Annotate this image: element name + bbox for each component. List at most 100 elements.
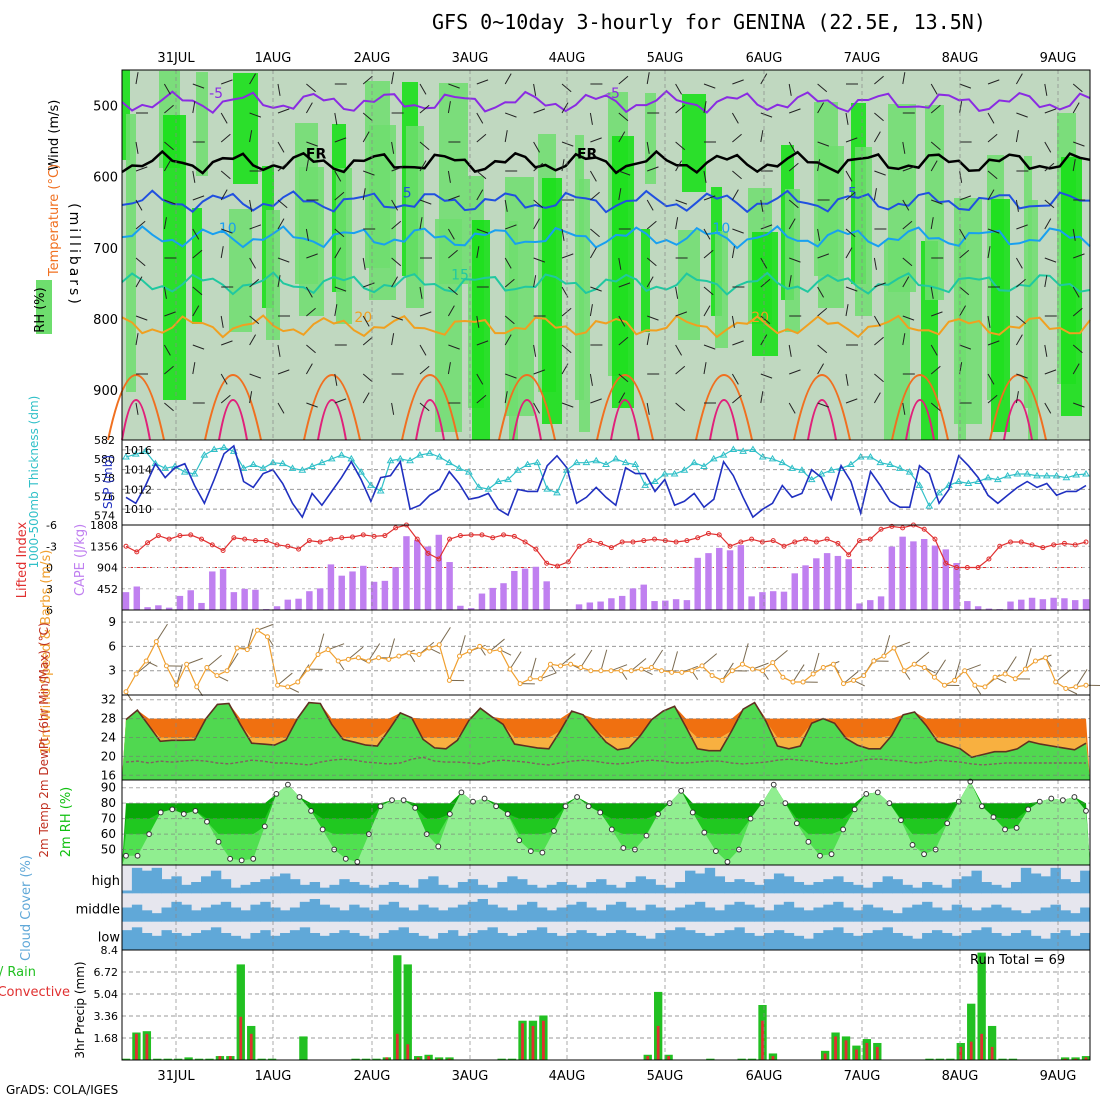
cloud-cell [339,930,350,950]
wind-barb [362,336,373,346]
thickness-point [788,464,797,471]
wind-barb [363,170,375,176]
precip-convective-bar [395,1033,399,1060]
wind-barb [306,83,316,93]
precip-total-bar [946,1058,955,1060]
wind-barb [504,391,508,404]
wind-barb [476,394,487,404]
wind-barb [703,228,711,240]
wind-barb [964,664,981,672]
wind-barb [561,402,574,408]
thickness-point [122,453,130,460]
cape-bar [856,603,863,610]
wind-barb [192,170,196,183]
wind-barb [220,373,228,385]
wind-barb [817,83,828,93]
lifted-index-point [252,538,258,544]
wind-speed-point [881,653,887,659]
wind-barb [675,344,683,356]
contour-label: 10 [712,221,730,237]
precip-total-bar [987,1025,997,1060]
wind-barb [1044,402,1052,414]
wind-barb [327,643,345,651]
wind-tick-label: 6 [108,639,116,653]
wind-barb [959,344,972,350]
cape-bar [964,601,971,610]
wind-barb [419,104,430,114]
wind-barb [930,104,941,114]
wind-barb [590,286,602,292]
wind-speed-point [335,658,341,664]
pressure-tick-label: 500 [93,100,118,115]
thickness-point [543,485,552,492]
cloud-cell [922,901,933,922]
wind-barb [760,199,764,212]
wind-barb [249,73,257,85]
wind-barb [249,224,262,230]
cloud-cell [329,933,340,950]
cloud-cell [309,899,321,922]
wind-barb [675,199,688,205]
wind-barb [703,362,707,375]
wind-barb [959,101,963,114]
cloud-cell [902,884,913,894]
cloud-cell [428,876,439,894]
cloud-cell [645,879,656,894]
wind-barb [589,304,593,317]
lifted-index-point [544,560,550,566]
wind-barb [135,661,152,675]
cloud-cell [704,935,716,950]
cloud-cell [487,887,498,894]
cloud-cell [1020,930,1032,950]
wind-barb [135,141,139,154]
cloud-cell [922,933,933,950]
cloud-cell [665,887,676,894]
cloud-cell [1060,879,1071,894]
wind-speed-point [992,674,998,680]
wind-speed-point [416,652,422,658]
cloud-cell [497,907,508,922]
cape-bar [338,575,345,610]
rh-point [585,803,592,810]
wind-speed-point [699,663,705,669]
cloud-cell [270,907,281,922]
wind-speed-point [214,673,220,679]
wind-barb [703,101,707,114]
cloud-cell [744,882,755,894]
wind-barb [874,170,886,176]
thickness-point [308,462,317,469]
wind-barb [1016,278,1026,288]
day-tick-label-bottom: 2AUG [354,1069,391,1084]
cloud-cell [852,910,864,922]
wind-speed-point [133,671,139,677]
lifted-index-point [889,523,895,529]
wind-barb [987,394,998,404]
cloud-cell [941,910,953,922]
wind-barb [788,275,792,288]
rh-streak [579,179,590,432]
contour-label: 15 [451,267,469,283]
pressure-tick-label: 900 [93,384,118,399]
lifted-index-point [414,536,420,542]
cloud-cell [1080,870,1091,894]
cloud-cell [1050,904,1061,922]
wind-speed-point [396,653,402,659]
wind-barb [334,398,347,404]
cloud-cell [526,901,538,922]
cloud-cell [694,873,706,894]
wind-barb [843,671,859,685]
wind-barb [504,73,512,85]
wind-barb [589,373,593,386]
isotherm-30-contour [415,399,445,441]
lifted-index-point [155,533,161,539]
cape-bar [705,553,712,610]
cloud-cell [388,930,400,950]
cloud-cell [1060,910,1071,922]
cloud-cell [596,879,607,894]
cloud-cell [813,907,824,922]
rh-point [539,849,546,856]
rh-point [238,857,245,864]
thickness-point [1013,470,1022,477]
thickness-point [376,487,385,494]
wind-speed-point [547,661,553,667]
